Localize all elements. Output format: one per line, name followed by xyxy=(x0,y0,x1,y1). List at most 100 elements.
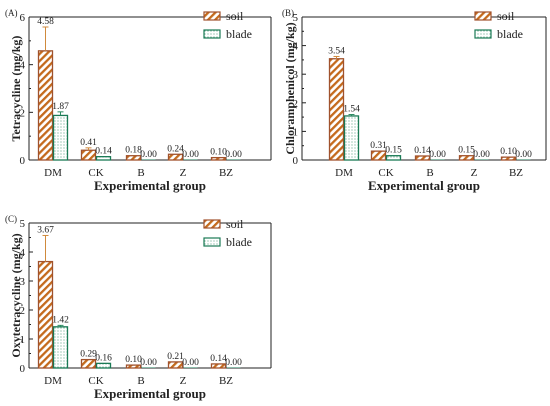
x-tick-label: BZ xyxy=(509,167,523,179)
data-label: 3.54 xyxy=(328,46,345,56)
bar-soil xyxy=(167,361,184,369)
data-label: 0.00 xyxy=(473,150,490,160)
soil-legend-swatch-icon xyxy=(203,11,221,21)
bar-soil xyxy=(500,156,517,161)
data-label: 4.58 xyxy=(37,17,54,27)
x-tick-label: DM xyxy=(44,375,62,387)
y-axis-title: Chloramphenicol (mg/kg) xyxy=(283,22,297,154)
y-tick-label: 0 xyxy=(293,155,299,167)
panel-label: (C) xyxy=(5,214,17,224)
data-label: 0.29 xyxy=(80,350,97,360)
bar-soil xyxy=(37,260,54,369)
y-tick-label: 2 xyxy=(293,98,299,110)
data-label: 1.87 xyxy=(52,102,69,112)
blade-legend-swatch-icon xyxy=(203,29,221,39)
x-tick-label: B xyxy=(426,167,433,179)
soil-legend-swatch-icon xyxy=(474,11,492,21)
y-ticks: 0 1 2 3 4 5 xyxy=(20,218,33,375)
x-axis-title: Experimental group xyxy=(94,386,206,401)
x-tick-label: CK xyxy=(378,167,393,179)
y-tick-label: 0 xyxy=(20,155,26,167)
x-axis-title: Experimental group xyxy=(368,178,480,193)
bar-blade xyxy=(183,367,198,368)
legend-label: blade xyxy=(226,27,252,41)
x-tick-label: BZ xyxy=(219,375,233,387)
y-tick-label: 2 xyxy=(20,107,26,119)
y-tick-label: 5 xyxy=(293,12,299,24)
legend-label: soil xyxy=(226,9,244,23)
data-label: 0.00 xyxy=(429,150,446,160)
data-label: 0.14 xyxy=(210,354,227,364)
y-tick-label: 4 xyxy=(20,60,26,72)
y-tick-label: 1 xyxy=(293,126,299,138)
data-label: 0.15 xyxy=(458,146,475,156)
data-label: 1.54 xyxy=(343,105,360,115)
legend-label: soil xyxy=(226,217,244,231)
data-label: 0.00 xyxy=(225,358,242,368)
data-label: 0.10 xyxy=(500,147,517,157)
x-tick-label: DM xyxy=(44,167,62,179)
y-tick-label: 3 xyxy=(293,69,299,81)
bar-blade xyxy=(343,115,360,161)
x-tick-label: Z xyxy=(471,167,478,179)
bar-soil xyxy=(37,50,54,161)
data-label: 3.67 xyxy=(37,225,54,235)
bar-blade xyxy=(183,159,198,160)
y-axis-title: Oxytetracycline (mg/kg) xyxy=(9,233,23,357)
data-label: 0.10 xyxy=(210,148,227,158)
data-label: 0.24 xyxy=(167,144,184,154)
data-label: 0.00 xyxy=(182,150,199,160)
y-tick-label: 5 xyxy=(20,218,26,230)
bar-blade xyxy=(474,159,489,160)
legend: soil blade xyxy=(203,217,252,249)
data-label: 0.00 xyxy=(140,358,157,368)
legend-label: blade xyxy=(226,235,252,249)
y-axis-title: Tetracycline (mg/kg) xyxy=(9,36,23,142)
data-label: 0.16 xyxy=(95,353,112,363)
bar-soil xyxy=(328,58,345,161)
bar-soil xyxy=(458,155,475,161)
series-blade: 1.87 0.14 0.00 0.00 0.00 xyxy=(52,102,242,161)
x-tick-label: B xyxy=(137,167,144,179)
x-tick-label: CK xyxy=(88,375,103,387)
x-ticks: DM CK B Z BZ xyxy=(335,157,523,179)
y-tick-label: 0 xyxy=(20,363,26,375)
data-label: 0.00 xyxy=(515,150,532,160)
blade-legend-swatch-icon xyxy=(474,29,492,39)
data-label: 0.14 xyxy=(414,146,431,156)
y-tick-label: 4 xyxy=(293,41,299,53)
y-tick-label: 6 xyxy=(20,12,26,24)
series-soil: 3.67 0.29 0.10 0.21 0.14 xyxy=(37,225,227,369)
y-ticks: 0 2 4 6 xyxy=(20,12,33,167)
bar-soil xyxy=(80,149,97,161)
data-label: 0.31 xyxy=(370,141,387,151)
soil-legend-swatch-icon xyxy=(203,219,221,229)
legend: soil blade xyxy=(203,9,252,41)
bar-blade xyxy=(430,159,445,160)
x-tick-label: BZ xyxy=(219,167,233,179)
data-label: 0.00 xyxy=(225,150,242,160)
y-tick-label: 2 xyxy=(20,305,26,317)
legend-label: soil xyxy=(497,9,515,23)
bar-blade xyxy=(141,367,156,368)
bar-soil xyxy=(80,358,97,369)
x-tick-label: B xyxy=(137,375,144,387)
x-axis-title: Experimental group xyxy=(94,178,206,193)
data-label: 0.15 xyxy=(385,146,402,156)
bar-soil xyxy=(125,364,142,369)
bar-soil xyxy=(210,156,227,161)
data-label: 0.21 xyxy=(167,352,184,362)
x-tick-label: Z xyxy=(180,375,187,387)
y-tick-label: 3 xyxy=(20,276,26,288)
bar-blade xyxy=(52,326,69,369)
bar-blade xyxy=(95,362,112,369)
panel-label: (A) xyxy=(5,8,18,18)
bar-blade xyxy=(385,155,402,161)
bar-soil xyxy=(370,150,387,161)
series-soil: 3.54 0.31 0.14 0.15 0.10 xyxy=(328,46,517,161)
series-blade: 1.540.15 0.00 0.00 0.00 xyxy=(343,105,532,161)
bar-soil xyxy=(167,153,184,161)
legend: soil blade xyxy=(474,9,523,41)
